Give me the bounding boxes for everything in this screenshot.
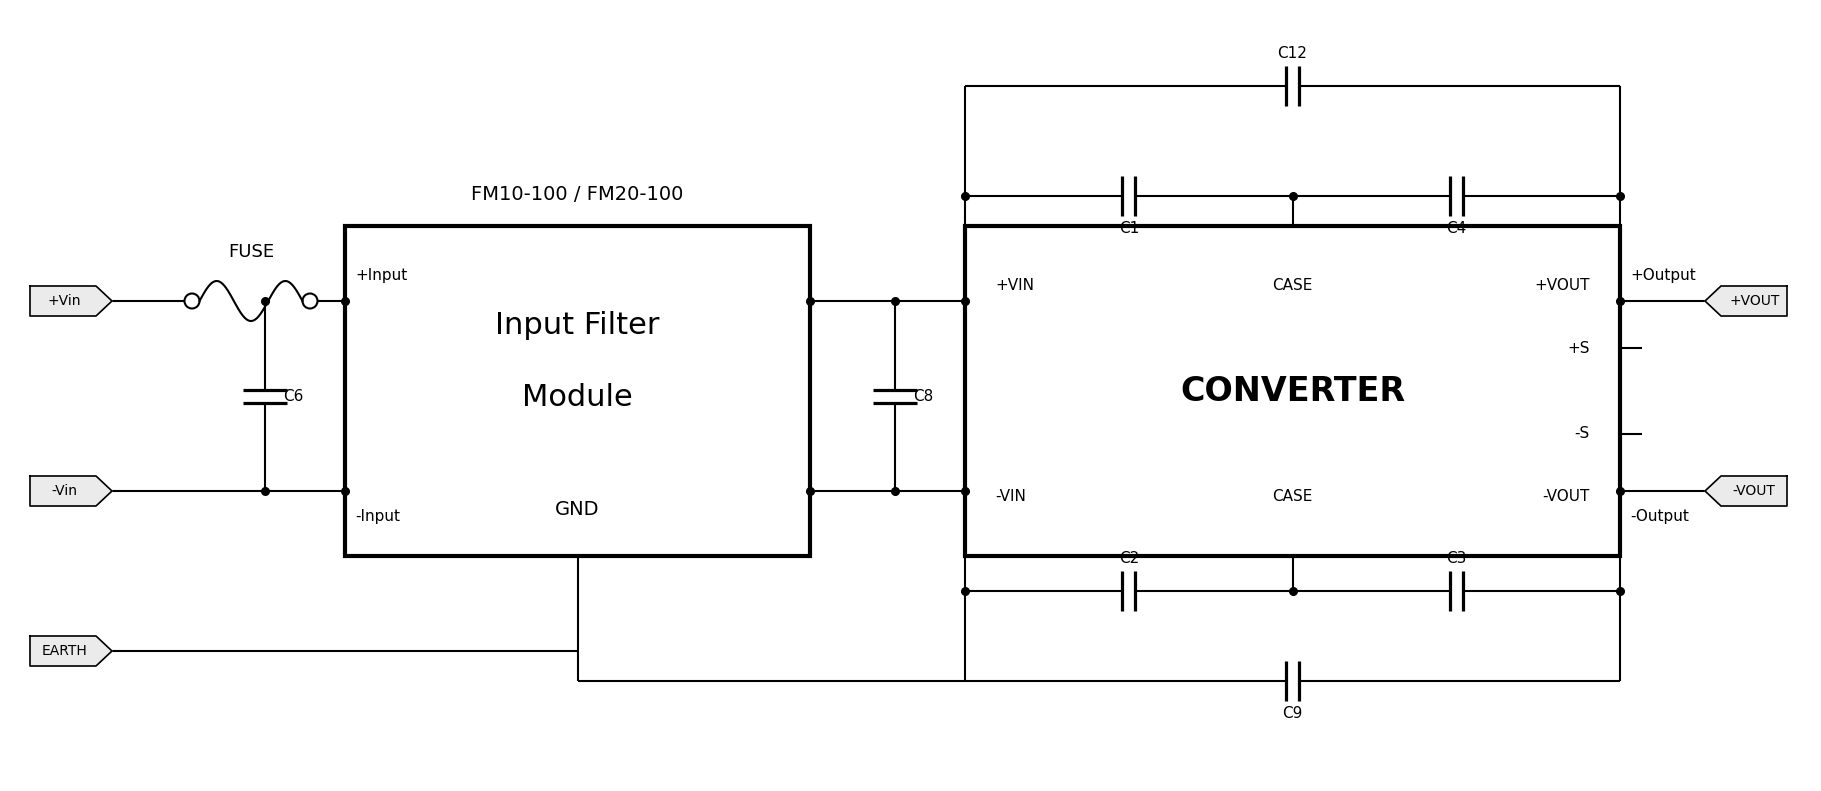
Text: C12: C12 [1278,46,1307,61]
Text: EARTH: EARTH [42,644,87,658]
Text: FUSE: FUSE [228,243,275,261]
Bar [344,226,810,556]
Text: Module: Module [523,383,634,412]
Text: -Input: -Input [355,509,401,524]
Text: C2: C2 [1118,551,1138,566]
Text: -Vin: -Vin [51,484,78,498]
Text: +VIN: +VIN [994,278,1034,293]
Text: -VOUT: -VOUT [1542,489,1590,504]
Polygon shape [29,636,113,666]
Text: C8: C8 [912,388,932,403]
Text: CONVERTER: CONVERTER [1180,374,1406,407]
Text: -VOUT: -VOUT [1734,484,1775,498]
Bar [965,226,1621,556]
Text: FM10-100 / FM20-100: FM10-100 / FM20-100 [472,185,683,204]
Text: CASE: CASE [1273,489,1313,504]
Text: C4: C4 [1446,221,1466,236]
Text: +VOUT: +VOUT [1728,294,1779,308]
Text: +VOUT: +VOUT [1535,278,1590,293]
Text: -VIN: -VIN [994,489,1025,504]
Polygon shape [29,476,113,506]
Text: +Output: +Output [1630,268,1695,283]
Text: +Vin: +Vin [47,294,82,308]
Text: C9: C9 [1282,706,1302,721]
Text: C1: C1 [1118,221,1138,236]
Text: Input Filter: Input Filter [495,311,659,339]
Text: CASE: CASE [1273,278,1313,293]
Text: C3: C3 [1446,551,1466,566]
Text: -S: -S [1575,426,1590,441]
Polygon shape [1704,286,1786,316]
Polygon shape [29,286,113,316]
Text: -Output: -Output [1630,509,1688,524]
Text: C6: C6 [282,388,304,403]
Text: +S: +S [1568,341,1590,356]
Text: GND: GND [555,500,599,520]
Polygon shape [1704,476,1786,506]
Text: +Input: +Input [355,268,408,283]
